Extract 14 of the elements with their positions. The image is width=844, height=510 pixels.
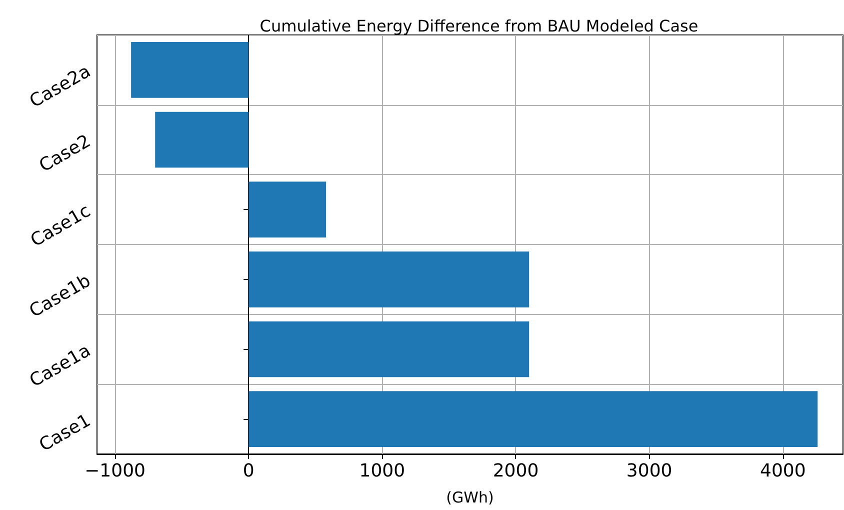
x-axis-title: (GWh) [446, 488, 494, 506]
bar [155, 112, 249, 168]
x-tick-label: 4000 [760, 460, 806, 482]
bar [248, 182, 326, 238]
bar [131, 42, 249, 98]
x-tick-label: 2000 [492, 460, 539, 482]
chart-title: Cumulative Energy Difference from BAU Modeled Case [260, 16, 698, 36]
x-tick-label: −1000 [84, 460, 146, 482]
bar [248, 321, 530, 378]
bar [248, 391, 818, 448]
x-tick-label: 1000 [359, 460, 406, 482]
x-tick-label: 3000 [626, 460, 672, 482]
x-tick-label: 0 [242, 460, 254, 482]
bar [248, 251, 530, 308]
